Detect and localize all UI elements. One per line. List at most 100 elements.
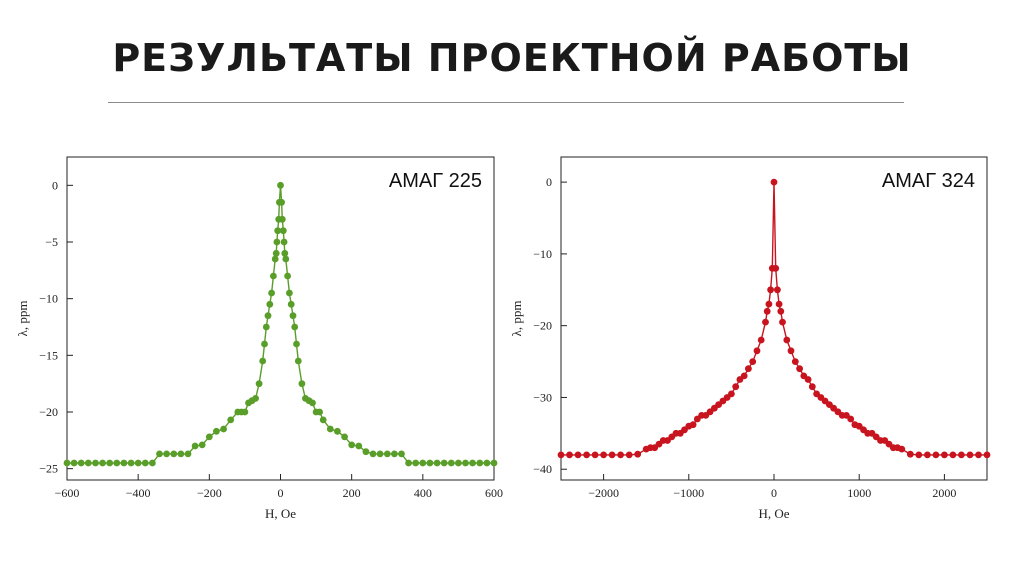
data-point bbox=[728, 390, 735, 398]
data-point bbox=[255, 380, 263, 388]
data-point bbox=[270, 272, 277, 280]
data-point bbox=[279, 227, 287, 235]
data-point bbox=[433, 459, 441, 467]
x-tick-label: 200 bbox=[343, 486, 361, 500]
y-tick-label: −5 bbox=[45, 235, 58, 249]
data-point bbox=[490, 459, 498, 467]
data-point bbox=[309, 399, 316, 407]
data-point bbox=[777, 307, 785, 315]
data-point bbox=[264, 312, 272, 320]
data-point bbox=[600, 451, 607, 459]
data-point bbox=[462, 459, 469, 467]
data-point bbox=[261, 340, 268, 348]
x-tick-label: 0 bbox=[278, 486, 284, 500]
data-point bbox=[591, 451, 599, 459]
x-tick-label: 1000 bbox=[847, 486, 871, 500]
data-point bbox=[983, 451, 991, 459]
data-point bbox=[274, 227, 282, 235]
x-tick-label: 600 bbox=[485, 486, 503, 500]
data-point bbox=[625, 451, 633, 459]
x-tick-label: 0 bbox=[771, 486, 777, 500]
data-point bbox=[77, 459, 85, 467]
x-tick-label: −2000 bbox=[588, 486, 619, 500]
data-point bbox=[278, 215, 286, 223]
data-point bbox=[70, 459, 78, 467]
data-point bbox=[280, 238, 288, 246]
data-point bbox=[426, 459, 434, 467]
data-point bbox=[149, 459, 156, 467]
data-point bbox=[84, 459, 92, 467]
y-tick-label: −25 bbox=[39, 462, 58, 476]
data-point bbox=[99, 459, 106, 467]
data-point bbox=[779, 318, 786, 326]
chart-amag-225: −600 −400 −200 0 200 400 600 0 −5 −10 −15 −20 −25 H, … bbox=[15, 156, 503, 521]
data-point bbox=[566, 451, 573, 459]
data-point bbox=[767, 286, 774, 294]
data-point bbox=[405, 459, 412, 467]
data-point bbox=[316, 408, 323, 416]
series-line bbox=[67, 185, 494, 464]
x-axis-label: H, Oe bbox=[758, 506, 789, 521]
y-tick-label: −30 bbox=[533, 390, 552, 404]
data-point bbox=[749, 358, 757, 365]
data-point bbox=[906, 450, 914, 458]
data-point bbox=[286, 289, 293, 297]
data-point bbox=[440, 459, 448, 467]
y-axis-label: λ, ppm bbox=[15, 301, 30, 337]
y-tick-label: −15 bbox=[39, 348, 58, 362]
x-tick-label: 400 bbox=[414, 486, 432, 500]
data-point bbox=[898, 445, 906, 453]
data-point bbox=[266, 300, 274, 308]
data-point bbox=[334, 427, 341, 435]
data-point bbox=[412, 459, 420, 467]
data-point bbox=[608, 451, 616, 459]
series-line bbox=[561, 182, 987, 456]
data-point bbox=[272, 249, 280, 257]
y-tick-label: −20 bbox=[39, 405, 58, 419]
data-point bbox=[277, 181, 284, 189]
data-point bbox=[483, 459, 491, 467]
data-point bbox=[775, 300, 783, 308]
data-point bbox=[294, 357, 302, 365]
data-point bbox=[273, 238, 281, 246]
data-point bbox=[319, 416, 327, 424]
data-point bbox=[419, 459, 427, 467]
data-point bbox=[617, 451, 624, 459]
y-tick-label: 0 bbox=[546, 175, 552, 189]
y-tick-label: −40 bbox=[533, 462, 552, 476]
data-point bbox=[745, 365, 752, 373]
data-point bbox=[772, 264, 780, 272]
y-tick-label: −10 bbox=[533, 247, 552, 261]
data-point bbox=[941, 451, 948, 459]
data-point bbox=[770, 178, 778, 186]
data-point bbox=[753, 347, 761, 355]
data-point bbox=[120, 459, 128, 467]
data-point bbox=[252, 395, 259, 402]
data-point bbox=[808, 383, 816, 391]
data-point bbox=[915, 451, 923, 459]
data-point bbox=[740, 372, 748, 380]
data-point bbox=[205, 433, 213, 441]
data-point bbox=[369, 450, 377, 458]
chart-annotation: АМАГ 225 bbox=[389, 170, 482, 192]
data-point bbox=[184, 450, 192, 458]
slide-title: РЕЗУЛЬТАТЫ ПРОЕКТНОЙ РАБОТЫ bbox=[112, 36, 912, 80]
data-point bbox=[63, 459, 71, 467]
data-point bbox=[787, 347, 795, 355]
data-point bbox=[634, 450, 642, 458]
data-point bbox=[271, 255, 279, 263]
data-point bbox=[287, 300, 295, 308]
data-point bbox=[326, 425, 334, 433]
data-point bbox=[278, 198, 285, 206]
data-point bbox=[289, 312, 297, 320]
data-point bbox=[156, 450, 163, 458]
data-point bbox=[804, 376, 812, 383]
x-axis-label: H, Oe bbox=[265, 506, 296, 521]
x-tick-label: −400 bbox=[126, 486, 151, 500]
data-point bbox=[455, 459, 462, 467]
data-point bbox=[391, 450, 398, 458]
chart-annotation: АМАГ 324 bbox=[882, 170, 975, 192]
data-point bbox=[191, 442, 199, 450]
data-point bbox=[574, 451, 582, 459]
data-point bbox=[92, 459, 99, 467]
